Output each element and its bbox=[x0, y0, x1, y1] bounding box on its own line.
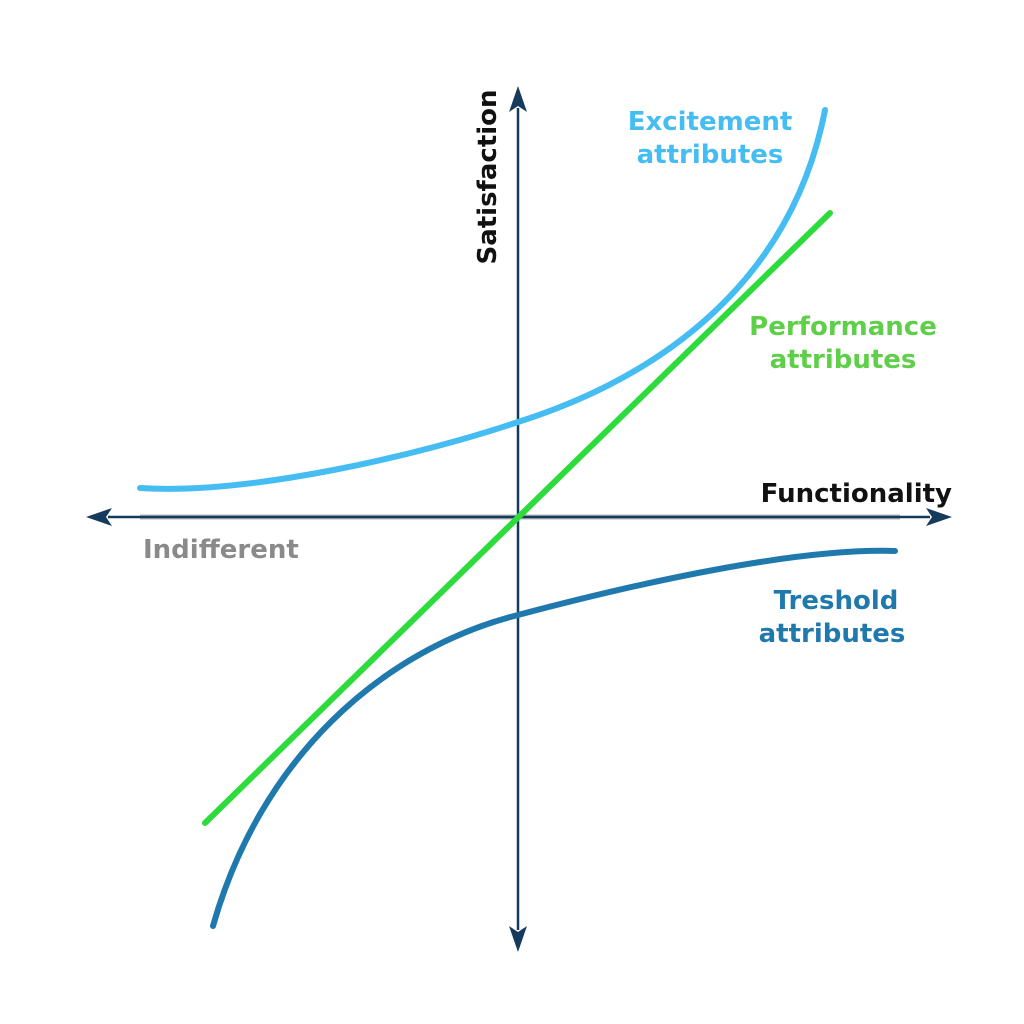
x-axis-left-arrow-icon bbox=[86, 508, 112, 526]
excitement-curve bbox=[137, 107, 828, 492]
y-axis-bottom-arrow-icon bbox=[509, 926, 527, 952]
performance-label-line2: attributes bbox=[770, 345, 917, 375]
y-axis-top-arrow-icon bbox=[509, 86, 527, 112]
excitement-label-line1: Excitement bbox=[628, 107, 793, 137]
performance-line bbox=[202, 210, 833, 826]
x-axis-right-arrow-icon bbox=[926, 508, 952, 526]
indifferent-label: Indifferent bbox=[143, 535, 299, 565]
threshold-label-line1: Treshold bbox=[774, 586, 899, 616]
y-axis-label: Satisfaction bbox=[473, 89, 503, 264]
excitement-label-line2: attributes bbox=[637, 140, 784, 170]
x-axis-label: Functionality bbox=[761, 479, 952, 509]
performance-label-line1: Performance bbox=[749, 312, 937, 342]
threshold-label-line2: attributes bbox=[759, 619, 906, 649]
threshold-curve bbox=[210, 547, 898, 929]
